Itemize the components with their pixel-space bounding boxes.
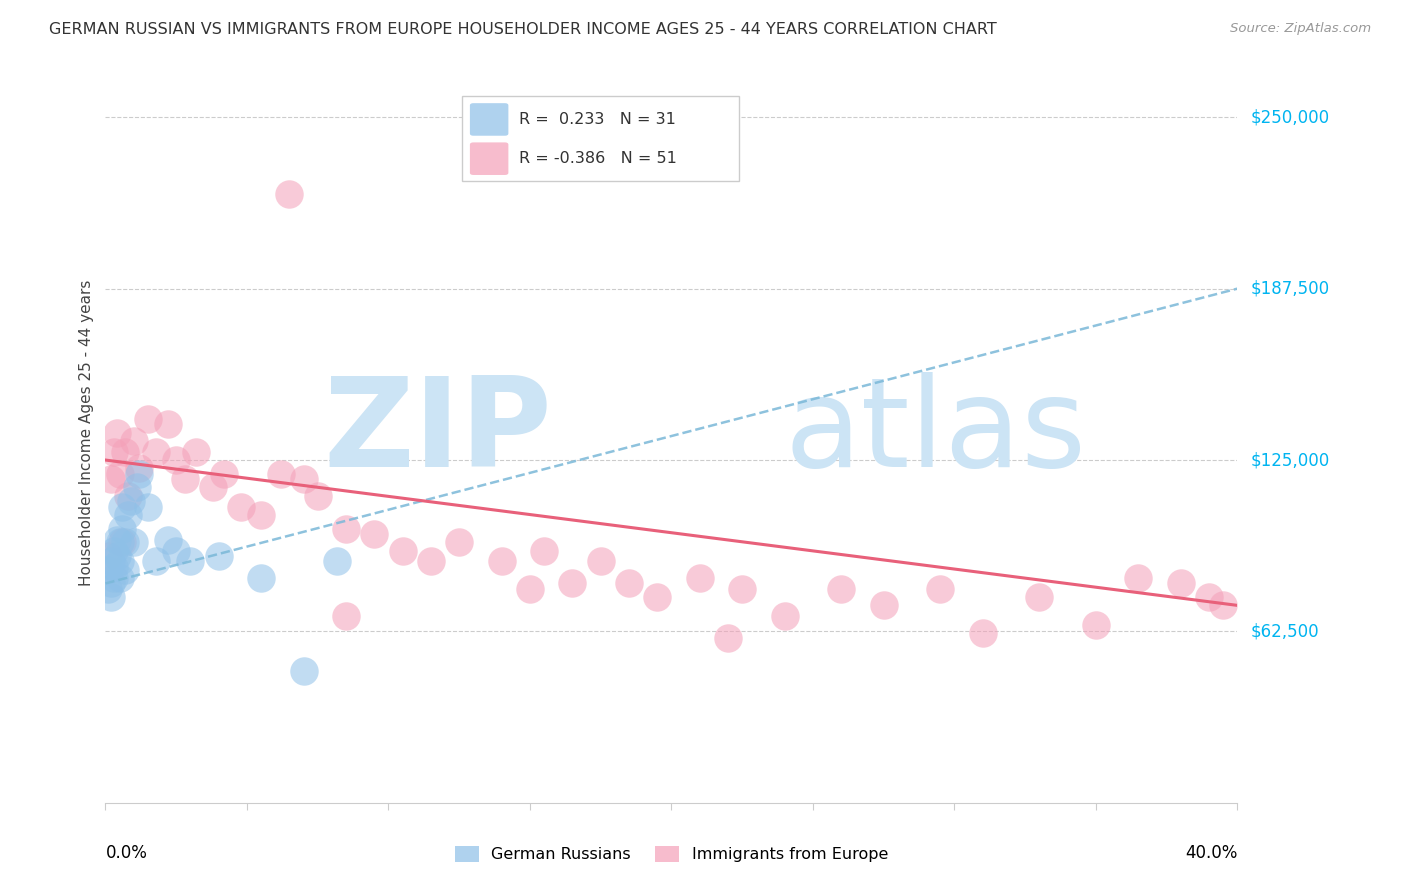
FancyBboxPatch shape <box>463 95 740 181</box>
Point <box>103 571 125 585</box>
Point <box>717 632 740 646</box>
Point <box>108 467 131 481</box>
Point <box>105 533 128 547</box>
Point <box>103 560 125 574</box>
Point <box>307 489 329 503</box>
Point <box>103 543 125 558</box>
Point <box>872 599 894 613</box>
Text: R =  0.233   N = 31: R = 0.233 N = 31 <box>519 112 675 127</box>
Text: 40.0%: 40.0% <box>1185 844 1237 862</box>
Point <box>111 500 134 514</box>
Point <box>335 609 357 624</box>
Y-axis label: Householder Income Ages 25 - 44 years: Householder Income Ages 25 - 44 years <box>79 279 94 586</box>
Point <box>589 554 612 568</box>
Point <box>689 571 711 585</box>
Text: GERMAN RUSSIAN VS IMMIGRANTS FROM EUROPE HOUSEHOLDER INCOME AGES 25 - 44 YEARS C: GERMAN RUSSIAN VS IMMIGRANTS FROM EUROPE… <box>49 22 997 37</box>
Point <box>125 480 148 494</box>
Text: atlas: atlas <box>785 372 1087 493</box>
Point <box>278 187 301 202</box>
Text: $250,000: $250,000 <box>1251 108 1330 127</box>
Point <box>1084 617 1107 632</box>
Point <box>114 563 136 577</box>
Point <box>1170 576 1192 591</box>
Point <box>103 445 125 459</box>
Point <box>97 549 120 563</box>
Point <box>145 445 167 459</box>
Point <box>208 549 231 563</box>
FancyBboxPatch shape <box>470 143 509 175</box>
Point <box>491 554 513 568</box>
Point <box>97 582 120 596</box>
Point <box>114 445 136 459</box>
Point <box>292 472 315 486</box>
Text: $187,500: $187,500 <box>1251 280 1330 298</box>
Point <box>97 563 120 577</box>
Text: $125,000: $125,000 <box>1251 451 1330 469</box>
Point <box>100 554 122 568</box>
Point <box>122 535 145 549</box>
Point <box>117 489 139 503</box>
Point <box>250 508 273 522</box>
Point <box>105 425 128 440</box>
FancyBboxPatch shape <box>470 103 509 136</box>
Point <box>419 554 441 568</box>
Point <box>136 500 159 514</box>
Point <box>292 664 315 678</box>
Point <box>100 472 122 486</box>
Point <box>108 554 131 568</box>
Point <box>214 467 236 481</box>
Point <box>830 582 852 596</box>
Point <box>533 543 555 558</box>
Text: $62,500: $62,500 <box>1251 623 1319 640</box>
Point <box>136 412 159 426</box>
Point <box>100 576 122 591</box>
Point <box>111 535 134 549</box>
Point <box>111 522 134 536</box>
Point <box>1128 571 1150 585</box>
Point <box>128 467 150 481</box>
Point <box>128 461 150 475</box>
Point <box>156 533 179 547</box>
Point <box>108 571 131 585</box>
Point <box>120 494 142 508</box>
Point <box>117 508 139 522</box>
Point <box>114 535 136 549</box>
Point <box>250 571 273 585</box>
Point <box>179 554 201 568</box>
Point <box>363 527 385 541</box>
Text: ZIP: ZIP <box>323 372 553 493</box>
Text: R = -0.386   N = 51: R = -0.386 N = 51 <box>519 151 676 166</box>
Point <box>184 445 207 459</box>
Text: 0.0%: 0.0% <box>105 844 148 862</box>
Point <box>519 582 541 596</box>
Point <box>100 590 122 604</box>
Point <box>561 576 583 591</box>
Point <box>231 500 253 514</box>
Point <box>645 590 668 604</box>
Point <box>1212 599 1234 613</box>
Point <box>165 543 187 558</box>
Point <box>145 554 167 568</box>
Point <box>449 535 471 549</box>
Point <box>156 417 179 432</box>
Point <box>335 522 357 536</box>
Point <box>731 582 754 596</box>
Point <box>122 434 145 448</box>
Point <box>929 582 952 596</box>
Point <box>326 554 349 568</box>
Point <box>972 625 994 640</box>
Point <box>270 467 292 481</box>
Text: Source: ZipAtlas.com: Source: ZipAtlas.com <box>1230 22 1371 36</box>
Point <box>1028 590 1050 604</box>
Legend: German Russians, Immigrants from Europe: German Russians, Immigrants from Europe <box>449 839 894 869</box>
Point <box>617 576 640 591</box>
Point <box>773 609 796 624</box>
Point <box>165 453 187 467</box>
Point <box>391 543 413 558</box>
Point <box>108 535 131 549</box>
Point <box>201 480 224 494</box>
Point <box>1198 590 1220 604</box>
Point <box>105 549 128 563</box>
Point <box>173 472 195 486</box>
